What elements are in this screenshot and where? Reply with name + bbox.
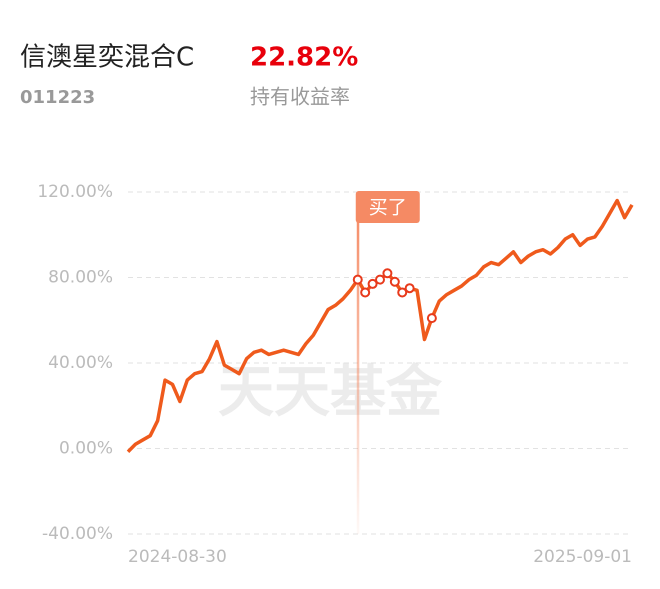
- y-tick-label: 120.00%: [37, 182, 113, 202]
- annotation-box: [355, 191, 420, 223]
- x-tick-label: 2025-09-01: [533, 547, 632, 567]
- y-tick-label: 80.00%: [48, 268, 113, 288]
- buy-marker: [352, 274, 363, 285]
- return-value: 22.82%: [250, 43, 358, 73]
- annotation-line: [356, 205, 360, 534]
- y-tick-label: 40.00%: [48, 353, 113, 373]
- buy-marker: [397, 287, 408, 298]
- watermark: 天天基金: [218, 360, 443, 425]
- fund-code: 011223: [20, 87, 95, 108]
- buy-marker: [389, 276, 400, 287]
- annotation-label: 买了: [369, 197, 407, 219]
- y-tick-label: 0.00%: [59, 439, 113, 459]
- buy-marker: [426, 313, 437, 324]
- buy-marker: [382, 268, 393, 279]
- x-tick-label: 2024-08-30: [128, 547, 227, 567]
- buy-marker: [367, 278, 378, 289]
- return-label: 持有收益率: [250, 85, 350, 109]
- buy-marker: [360, 287, 371, 298]
- buy-marker: [404, 283, 415, 294]
- y-tick-label: -40.00%: [42, 524, 113, 544]
- buy-marker: [375, 274, 385, 285]
- fund-title: 信澳星奕混合C: [20, 43, 194, 73]
